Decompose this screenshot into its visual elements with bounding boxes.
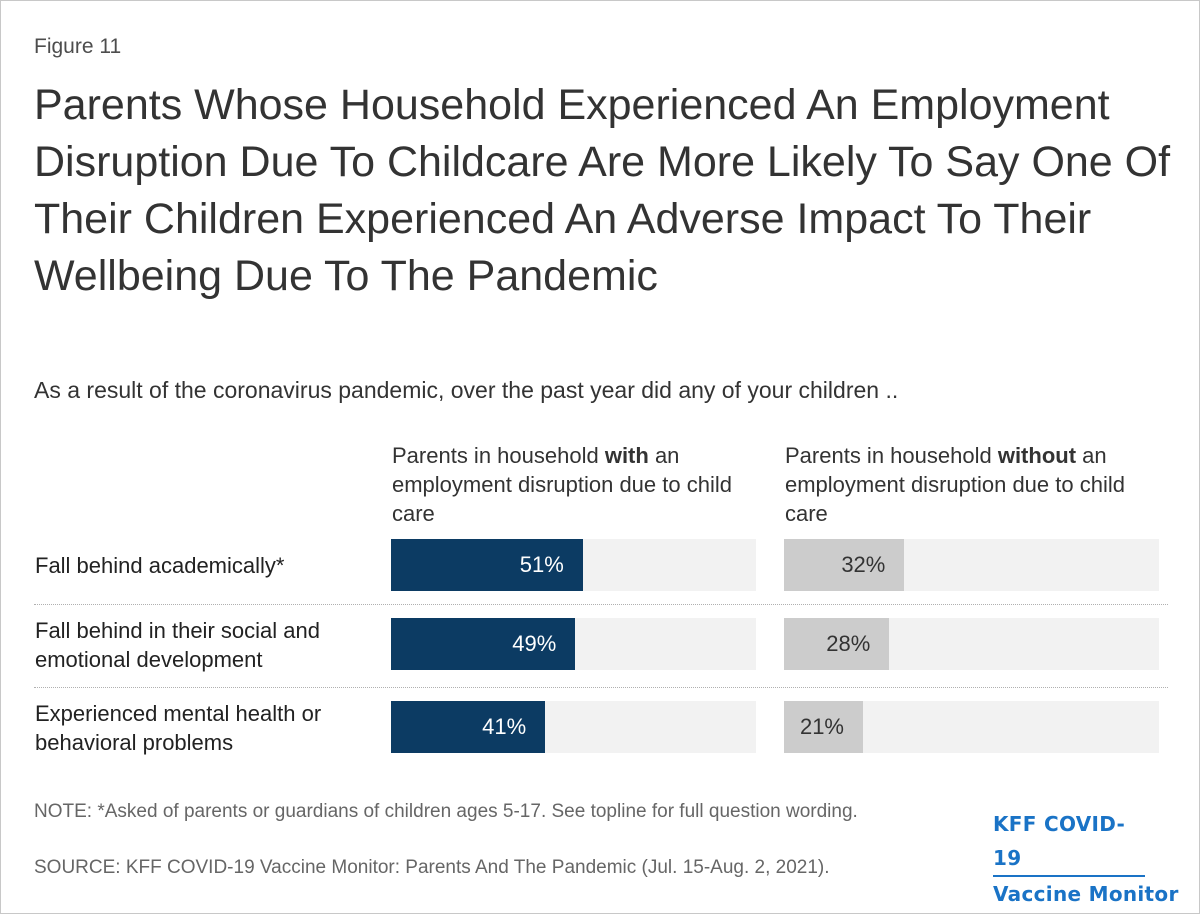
bar-track-without: 28% [784,618,1159,670]
bar-value-label: 28% [826,631,871,656]
chart-source: SOURCE: KFF COVID-19 Vaccine Monitor: Pa… [34,857,830,878]
bar-with [391,701,546,753]
bar-value-label: 41% [482,714,527,739]
bar-track-without: 32% [784,539,1159,591]
bar-without [784,539,905,591]
series-header-with: Parents in household with an employment … [392,441,752,528]
bar-track-without: 21% [784,701,1159,753]
bar-track-with: 49% [391,618,756,670]
figure-label: Figure 11 [34,35,122,58]
bar-with [391,539,583,591]
series-header-with-pre: Parents in household [392,443,605,468]
bar-value-label: 51% [519,552,564,577]
category-label: Fall behind in their social and emotiona… [35,618,320,672]
chart-note: NOTE: *Asked of parents or guardians of … [34,801,858,822]
bar-track-with: 41% [391,701,756,753]
category-label: Experienced mental health or behavioral … [35,701,322,755]
logo-line-1: KFF COVID-19 [993,807,1145,877]
series-header-with-post: an employment disruption due to child ca… [392,443,732,526]
bar-value-label: 21% [799,714,844,739]
row-divider [34,604,1168,605]
bar-without [784,618,890,670]
series-header-without: Parents in household without an employme… [785,441,1155,528]
logo-line-2: Vaccine Monitor [993,882,1179,906]
category-label: Fall behind academically* [35,553,285,578]
kff-logo: KFF COVID-19 Vaccine Monitor [993,807,1179,911]
chart-title: Parents Whose Household Experienced An E… [34,81,1171,300]
bar-with [391,618,576,670]
series-header-with-bold: with [604,443,649,468]
series-header-without-pre: Parents in household [785,443,998,468]
bar-without [784,701,863,753]
bar-track-with: 51% [391,539,756,591]
series-header-without-bold: without [997,443,1077,468]
bar-value-label: 49% [512,631,557,656]
row-divider [34,687,1168,688]
bar-value-label: 32% [841,552,886,577]
chart-subtitle: As a result of the coronavirus pandemic,… [34,377,899,403]
series-header-without-post: an employment disruption due to child ca… [785,443,1125,526]
